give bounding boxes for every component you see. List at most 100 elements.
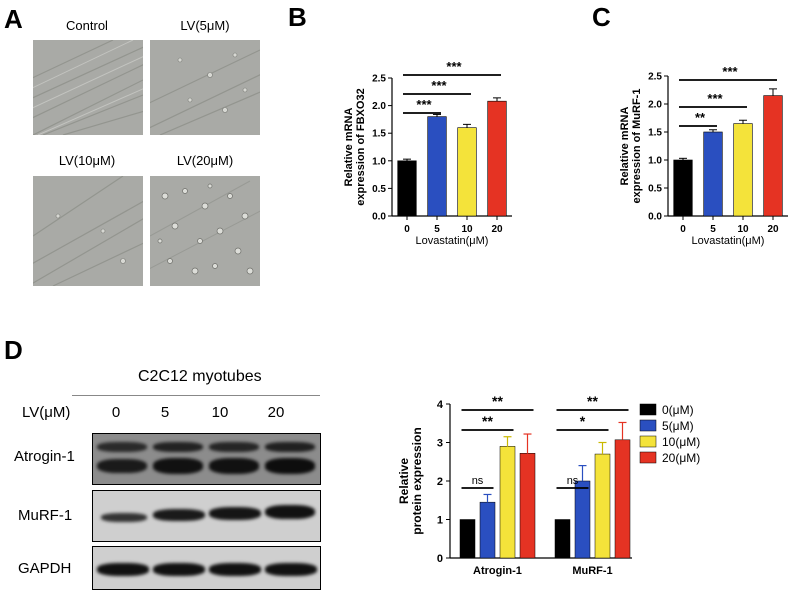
micrograph-texture (150, 49, 260, 135)
y-tick-label: 2.5 (372, 74, 386, 85)
blot-band (209, 458, 259, 474)
bar-MuRF-1-5(μM) (574, 480, 591, 559)
bar-MuRF-1-20(μM) (614, 439, 631, 559)
bar-0 (397, 160, 417, 217)
blot-band (153, 563, 205, 576)
x-tick-label: 10 (737, 224, 749, 235)
micrograph-texture (33, 176, 143, 286)
micrograph-texture (150, 180, 260, 275)
panel-letter-c: C (592, 2, 611, 32)
legend-label: 5(μM) (662, 419, 694, 433)
bar-Atrogin-1-0(μM) (459, 519, 476, 559)
panel-letter-d: D (4, 335, 23, 365)
blot-row-label-gapdh: GAPDH (18, 560, 72, 577)
x-tick-label: 5 (434, 224, 440, 235)
blot-band (209, 507, 261, 520)
y-tick-label: 2.0 (648, 100, 662, 111)
micrograph-texture (33, 40, 143, 135)
bar-10 (733, 123, 753, 217)
bar-Atrogin-1-20(μM) (519, 453, 536, 559)
blot-band (101, 513, 147, 522)
blot-band (265, 563, 317, 576)
y-tick-label: 2.0 (372, 101, 386, 112)
blot-band (97, 459, 147, 473)
bar-5 (703, 131, 723, 217)
micrograph-5um (150, 40, 260, 135)
blot-murf (92, 490, 321, 542)
blot-conc-10: 10 (211, 404, 229, 421)
micrograph-10um (33, 176, 143, 286)
panel-letter-a: A (4, 4, 23, 34)
y-tick-label: 4 (437, 399, 444, 411)
blot-conc-0: 0 (111, 404, 121, 421)
y-tick-label: 1.5 (372, 129, 386, 140)
y-tick-label: 0.5 (648, 184, 662, 195)
micrograph-label-20um: LV(20μM) (176, 153, 234, 168)
significance-label: ns (567, 475, 579, 487)
y-tick-label: 1.0 (648, 156, 662, 167)
significance-label: ** (492, 393, 503, 409)
y-tick-label: 0 (437, 553, 443, 565)
x-tick-label: 5 (710, 224, 716, 235)
micrograph-label-5um: LV(5μM) (180, 18, 230, 33)
blot-band (209, 442, 259, 452)
y-axis-label: protein expression (410, 427, 424, 534)
y-axis-label: expression of MuRF-1 (631, 89, 643, 204)
micrograph-20um (150, 176, 260, 286)
significance-label: *** (707, 91, 723, 106)
bar-5 (427, 116, 447, 217)
blot-band (153, 442, 203, 452)
significance-label: ns (472, 475, 484, 487)
significance-label: ** (482, 413, 493, 429)
bar-Atrogin-1-5(μM) (479, 501, 496, 559)
blot-gapdh (92, 546, 321, 590)
bar-MuRF-1-0(μM) (554, 519, 571, 559)
micrograph-label-control: Control (66, 18, 108, 33)
x-group-label: Atrogin-1 (473, 565, 522, 577)
blot-band (265, 458, 315, 474)
panel-letter-b: B (288, 2, 307, 32)
bar-20 (487, 100, 507, 217)
legend-swatch (639, 403, 657, 416)
x-tick-label: 20 (767, 224, 779, 235)
bar-Atrogin-1-10(μM) (499, 446, 516, 559)
y-axis-label: Relative (397, 458, 411, 504)
legend-swatch (639, 419, 657, 432)
y-tick-label: 1 (437, 515, 443, 527)
y-axis-label: Relative mRNA (619, 107, 631, 186)
micrograph-control (33, 40, 143, 135)
y-tick-label: 2.5 (648, 72, 662, 83)
blot-conc-5: 5 (160, 404, 170, 421)
y-tick-label: 1.0 (372, 156, 386, 167)
bar-20 (763, 95, 783, 217)
bar-10 (457, 127, 477, 217)
bar-0 (673, 159, 693, 217)
y-tick-label: 0.0 (648, 212, 662, 223)
x-group-label: MuRF-1 (572, 565, 612, 577)
significance-label: ** (695, 110, 706, 125)
legend-label: 20(μM) (662, 451, 700, 465)
legend-swatch (639, 451, 657, 464)
blot-band (265, 442, 315, 452)
x-axis-label: Lovastatin(μM) (416, 235, 489, 247)
significance-label: *** (722, 64, 738, 79)
blot-band (265, 505, 315, 519)
y-tick-label: 3 (437, 438, 443, 450)
legend-label: 10(μM) (662, 435, 700, 449)
y-tick-label: 0.0 (372, 212, 386, 223)
blot-conc-20: 20 (267, 404, 285, 421)
blot-band (97, 563, 149, 576)
blot-row-label-atrogin: Atrogin-1 (14, 448, 75, 465)
legend-swatch (639, 435, 657, 448)
blot-atrogin (92, 433, 321, 485)
x-tick-label: 10 (461, 224, 473, 235)
significance-label: *** (446, 59, 462, 74)
y-tick-label: 2 (437, 476, 443, 488)
blot-header-rule (72, 395, 320, 396)
y-tick-label: 1.5 (648, 128, 662, 139)
legend-label: 0(μM) (662, 403, 694, 417)
x-tick-label: 0 (404, 224, 410, 235)
blot-band (209, 563, 261, 576)
significance-label: ** (587, 393, 598, 409)
micrograph-label-10um: LV(10μM) (58, 153, 116, 168)
